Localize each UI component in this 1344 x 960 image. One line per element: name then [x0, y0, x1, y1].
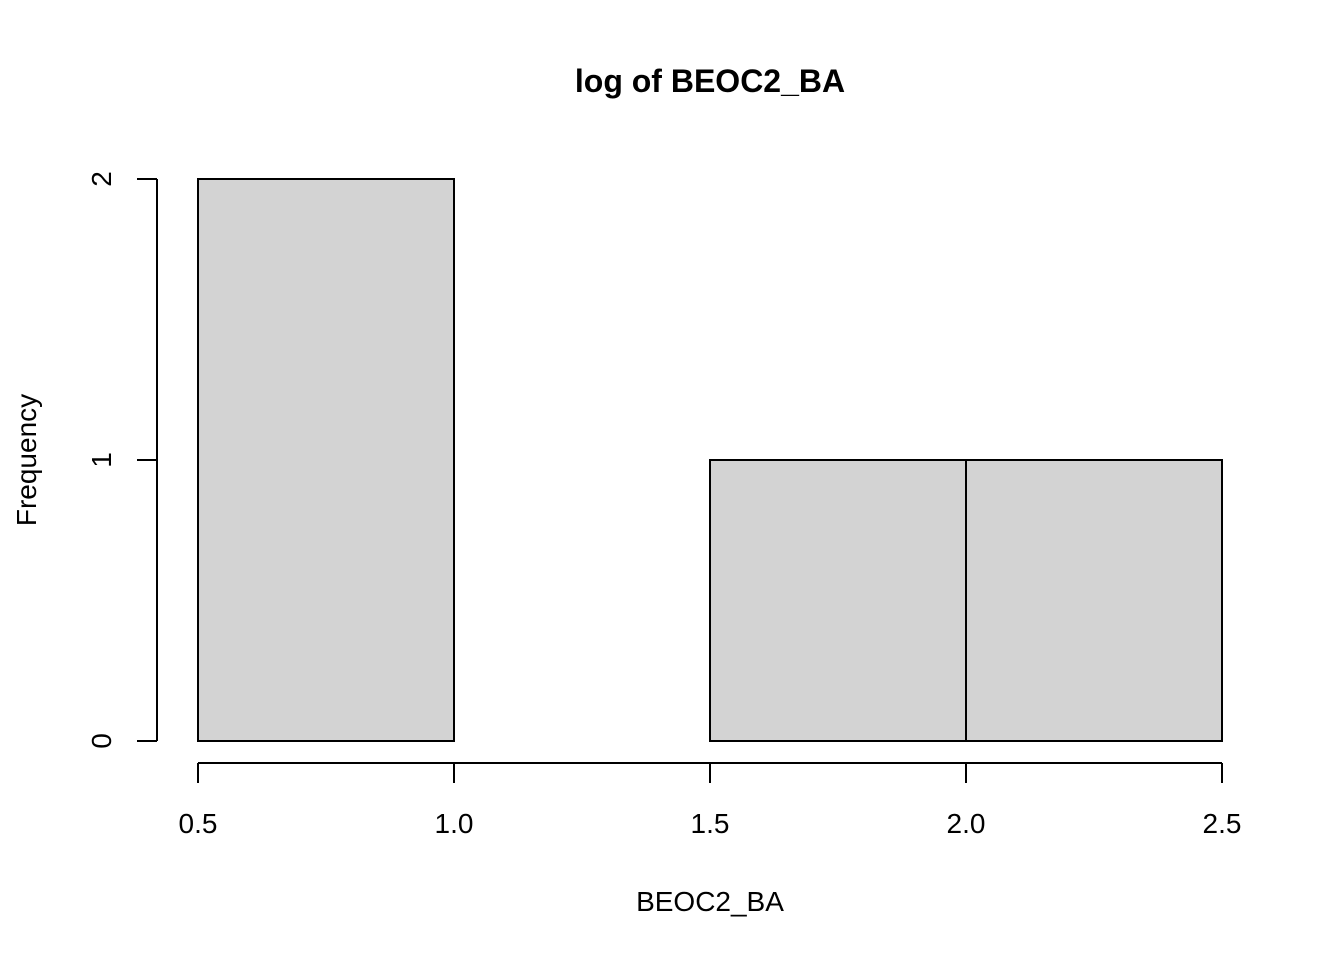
y-tick-label: 2 [86, 171, 117, 187]
histogram-bar-0 [197, 178, 455, 742]
y-axis: 0 1 2 [86, 171, 158, 749]
x-tick-label: 1.0 [435, 808, 474, 839]
x-tick-label: 2.5 [1203, 808, 1242, 839]
histogram-bar-3 [965, 459, 1223, 742]
x-tick-label: 2.0 [947, 808, 986, 839]
y-axis-label: Frequency [11, 394, 42, 526]
chart-title: log of BEOC2_BA [575, 63, 845, 99]
y-tick-label: 1 [86, 452, 117, 468]
x-tick-label: 1.5 [691, 808, 730, 839]
x-axis: 0.5 1.0 1.5 2.0 2.5 [179, 762, 1242, 839]
x-tick-label: 0.5 [179, 808, 218, 839]
histogram-bar-2 [709, 459, 967, 742]
bars-layer [197, 178, 1223, 742]
x-axis-label: BEOC2_BA [636, 886, 784, 917]
y-tick-label: 0 [86, 733, 117, 749]
